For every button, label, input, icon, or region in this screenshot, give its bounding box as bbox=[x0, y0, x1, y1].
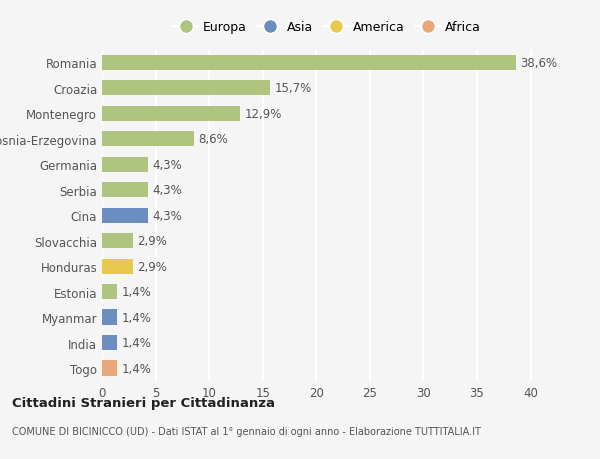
Bar bbox=[102, 208, 148, 224]
Bar bbox=[102, 56, 515, 71]
Text: 38,6%: 38,6% bbox=[520, 57, 557, 70]
Bar bbox=[102, 361, 117, 376]
Bar bbox=[102, 106, 240, 122]
Text: 1,4%: 1,4% bbox=[121, 285, 151, 298]
Text: 15,7%: 15,7% bbox=[275, 82, 312, 95]
Text: 12,9%: 12,9% bbox=[245, 107, 282, 121]
Text: 4,3%: 4,3% bbox=[152, 158, 182, 171]
Text: 1,4%: 1,4% bbox=[121, 362, 151, 375]
Bar bbox=[102, 285, 117, 300]
Text: 2,9%: 2,9% bbox=[137, 260, 167, 273]
Text: 4,3%: 4,3% bbox=[152, 184, 182, 197]
Bar bbox=[102, 335, 117, 351]
Text: 2,9%: 2,9% bbox=[137, 235, 167, 248]
Text: 4,3%: 4,3% bbox=[152, 209, 182, 222]
Text: 8,6%: 8,6% bbox=[199, 133, 228, 146]
Bar bbox=[102, 234, 133, 249]
Text: COMUNE DI BICINICCO (UD) - Dati ISTAT al 1° gennaio di ogni anno - Elaborazione : COMUNE DI BICINICCO (UD) - Dati ISTAT al… bbox=[12, 426, 481, 436]
Legend: Europa, Asia, America, Africa: Europa, Asia, America, Africa bbox=[169, 17, 485, 38]
Bar bbox=[102, 183, 148, 198]
Bar bbox=[102, 259, 133, 274]
Bar bbox=[102, 132, 194, 147]
Text: 1,4%: 1,4% bbox=[121, 336, 151, 349]
Text: 1,4%: 1,4% bbox=[121, 311, 151, 324]
Bar bbox=[102, 157, 148, 173]
Text: Cittadini Stranieri per Cittadinanza: Cittadini Stranieri per Cittadinanza bbox=[12, 396, 275, 409]
Bar bbox=[102, 81, 270, 96]
Bar bbox=[102, 310, 117, 325]
